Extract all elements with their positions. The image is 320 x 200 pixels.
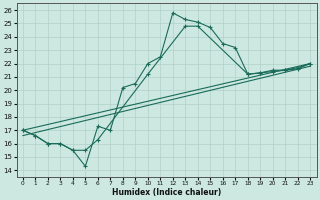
- X-axis label: Humidex (Indice chaleur): Humidex (Indice chaleur): [112, 188, 221, 197]
